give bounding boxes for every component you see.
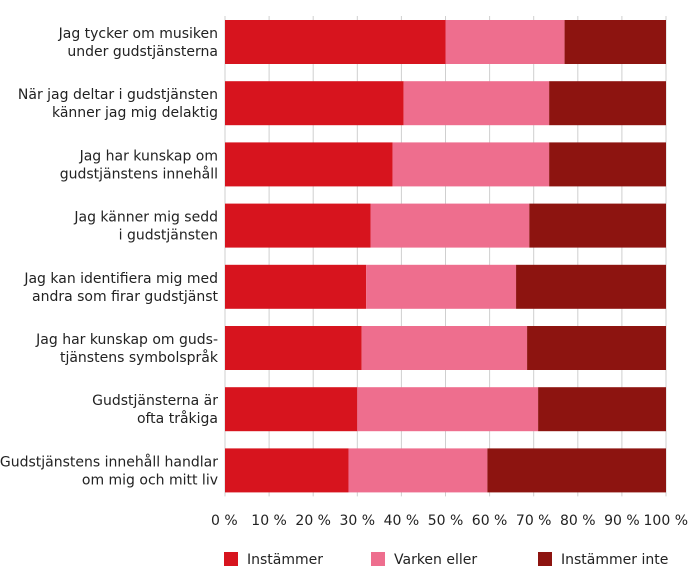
category-label: När jag deltar i gudstjänsten (18, 87, 218, 103)
category-label: Jag tycker om musiken (58, 26, 218, 42)
legend-swatch (538, 552, 552, 566)
x-tick-label: 40 % (384, 513, 420, 529)
x-tick-label: 80 % (560, 513, 596, 529)
bar-segment-agree (225, 20, 446, 64)
bar-segment-disagree (538, 387, 666, 432)
category-label: i gudstjänsten (119, 228, 218, 244)
legend-swatch (224, 552, 238, 566)
x-tick-label: 0 % (211, 513, 238, 529)
category-label: Jag har kunskap om (79, 148, 218, 164)
bar-segment-disagree (549, 142, 666, 187)
legend-swatch (371, 552, 385, 566)
category-label: Gudstjänstens innehåll handlar (0, 453, 218, 470)
x-tick-label: 30 % (340, 513, 376, 529)
bar-segment-neutral (361, 326, 528, 370)
bar-segment-agree (225, 81, 404, 126)
bar-segment-neutral (403, 81, 550, 126)
bar-segment-agree (225, 142, 393, 187)
bar-segment-disagree (549, 81, 666, 126)
category-label: andra som firar gudstjänst (32, 289, 218, 305)
bar-segment-neutral (357, 387, 539, 432)
bar-segment-agree (225, 326, 362, 370)
bar-segment-disagree (527, 326, 666, 370)
bar-segment-disagree (529, 203, 666, 248)
category-label: Jag kan identifiera mig med (23, 271, 218, 287)
category-label: känner jag mig delaktig (52, 105, 218, 121)
bar-segment-disagree (516, 264, 666, 309)
category-label: Gudstjänsterna är (92, 393, 218, 409)
x-tick-label: 60 % (472, 513, 508, 529)
x-tick-label: 10 % (251, 513, 287, 529)
x-tick-label: 90 % (604, 513, 640, 529)
bar-segment-neutral (445, 20, 565, 64)
bar-segment-agree (225, 387, 358, 432)
category-label: Jag har kunskap om guds- (35, 332, 218, 348)
bar-segment-neutral (366, 264, 517, 309)
bar-segment-neutral (370, 203, 530, 248)
legend-label: Instämmer (247, 552, 323, 566)
category-label: gudstjänstens innehåll (60, 165, 218, 182)
bar-segment-disagree (487, 448, 666, 493)
bar-segment-disagree (564, 20, 666, 64)
legend-label: Varken eller (394, 552, 477, 566)
legend-label: Instämmer inte (561, 552, 668, 566)
bar-segment-agree (225, 264, 367, 309)
category-label: ofta tråkiga (137, 410, 218, 427)
category-label: under gudstjänsterna (67, 44, 218, 60)
category-label: om mig och mitt liv (82, 472, 218, 488)
x-tick-label: 50 % (428, 513, 464, 529)
bar-segment-neutral (348, 448, 488, 493)
x-tick-label: 100 % (644, 513, 688, 529)
category-label: Jag känner mig sedd (73, 210, 218, 226)
bar-segment-neutral (392, 142, 550, 187)
legend: Instämmer Varken eller Instämmer inte (224, 552, 668, 566)
x-tick-label: 20 % (295, 513, 331, 529)
bars (225, 20, 666, 493)
bar-segment-agree (225, 448, 349, 493)
x-axis-ticks: 0 % 10 % 20 % 30 % 40 % 50 % 60 % 70 % 80 % 90 % 1… (211, 513, 688, 529)
bar-segment-agree (225, 203, 371, 248)
category-labels: Jag tycker om musiken under gudstjänstern… (0, 26, 219, 488)
category-label: tjänstens symbolspråk (60, 349, 219, 366)
x-tick-label: 70 % (516, 513, 552, 529)
